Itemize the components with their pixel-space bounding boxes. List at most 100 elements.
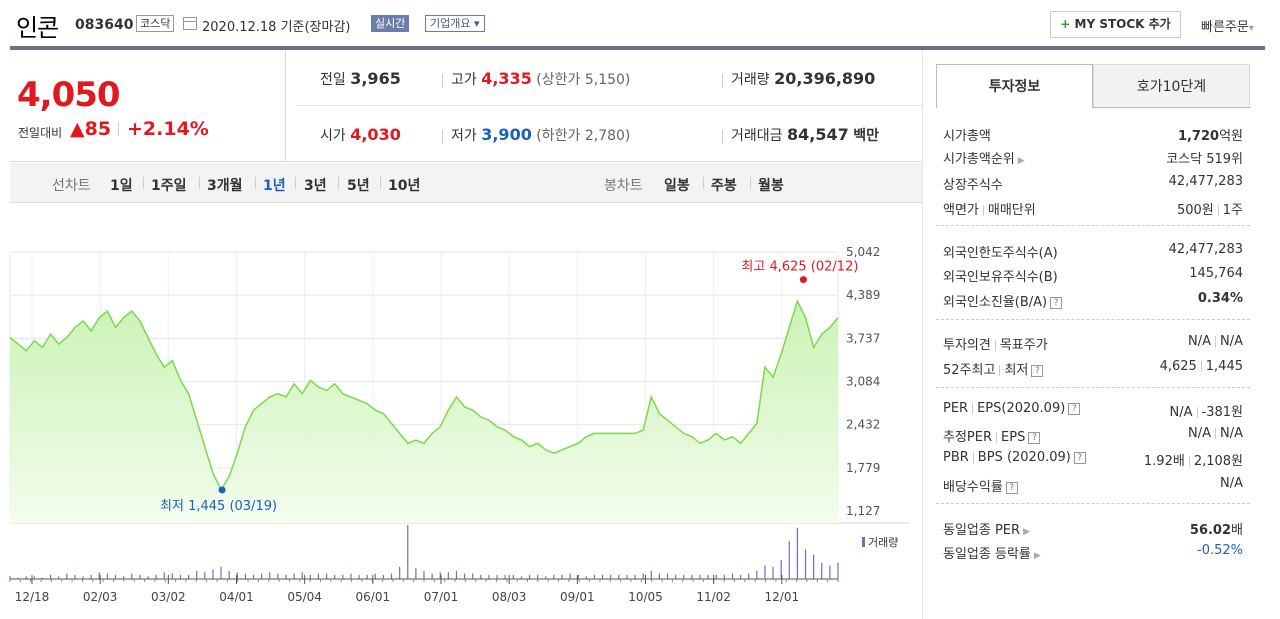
bps-number: 2,108원	[1193, 454, 1243, 469]
volume-bar	[504, 574, 506, 579]
price-row-1: 전일 3,965 고가 4,335 (상한가 5,150) 거래량 20,396…	[296, 50, 922, 106]
volume-legend: 거래량	[868, 536, 898, 549]
sector-change-value: -0.52%	[1197, 543, 1243, 558]
volume-bar	[9, 576, 11, 579]
quick-order-button[interactable]: 빠른주문▾	[1201, 16, 1254, 35]
volume-bar	[748, 573, 750, 579]
price-box: 4,050 전일대비 ▲85 +2.14% 전일 3,965 고가 4,335 …	[10, 50, 922, 162]
volume-bar	[480, 574, 482, 579]
opinion-value-1: N/A	[1188, 334, 1211, 349]
help-icon[interactable]: ?	[1028, 431, 1041, 444]
volume-bar	[350, 573, 352, 579]
volume-bar	[496, 574, 498, 579]
volume-bar	[106, 573, 109, 579]
volume-bar	[33, 576, 35, 579]
help-icon[interactable]: ?	[1050, 296, 1063, 309]
volume-bar	[131, 573, 133, 579]
par-label: 액면가	[943, 203, 979, 218]
market-cap-rank-row[interactable]: 시가총액순위 ▶ 코스닥 519위	[943, 148, 1243, 170]
sector-per-row[interactable]: 동일업종 PER ▶ 56.02배	[943, 519, 1243, 541]
help-icon[interactable]: ?	[1005, 481, 1018, 494]
dividend-value: N/A	[1220, 476, 1243, 491]
period-3m[interactable]: 3개월	[207, 178, 243, 194]
volume-bar	[17, 577, 19, 579]
investment-panel: 투자정보 호가10단계 시가총액 1,720억원 시가총액순위 ▶ 코스닥 519…	[936, 64, 1250, 619]
tab-quote-10[interactable]: 호가10단계	[1093, 64, 1250, 108]
sector-per-number: 56.02	[1189, 523, 1232, 538]
divider	[972, 452, 974, 463]
volume-bar	[447, 572, 449, 579]
help-icon[interactable]: ?	[1068, 402, 1081, 415]
volume-bar	[58, 576, 60, 579]
volume-bar	[585, 576, 587, 579]
divider	[999, 365, 1001, 376]
period-10y[interactable]: 10년	[388, 178, 421, 194]
mystock-add-button[interactable]: + MY STOCK 추가	[1050, 11, 1181, 38]
volume-bar	[220, 566, 222, 579]
sector-change-text: 동일업종 등락률	[943, 547, 1031, 562]
volume-bar	[610, 574, 612, 579]
help-icon[interactable]: ?	[1031, 364, 1044, 377]
period-3y[interactable]: 3년	[304, 178, 327, 194]
high-label: 최고 4,625 (02/12)	[741, 260, 858, 275]
volume-bar	[415, 568, 417, 579]
volume-bar	[829, 565, 831, 579]
period-bar: 선차트 1일 1주일 3개월 1년 3년 5년 10년 봉차트 일봉 주봉 월봉	[10, 163, 922, 203]
volume-bar	[382, 574, 385, 579]
chevron-right-icon: ▶	[1023, 527, 1030, 537]
divider	[936, 387, 1250, 388]
x-tick-label: 12/01	[765, 590, 800, 604]
volume-bar	[439, 572, 441, 579]
tab-investment[interactable]: 투자정보	[936, 64, 1093, 108]
stock-code: 083640	[75, 17, 134, 33]
y-axis-ticks: 5,042 4,389 3,737 3,084 2,432 1,779 1,127	[846, 245, 880, 518]
divider	[972, 403, 974, 414]
divider	[1200, 361, 1202, 372]
mystock-label: MY STOCK 추가	[1074, 17, 1171, 31]
week52-high-text: 52주최고	[943, 363, 996, 378]
realtime-button[interactable]: 실시간	[371, 15, 410, 32]
rank-label-text: 시가총액순위	[943, 152, 1015, 167]
price-chart: 5,042 4,389 3,737 3,084 2,432 1,779 1,127 12/1…	[9, 245, 910, 604]
volume-bar	[139, 574, 141, 579]
volume-bar	[804, 549, 807, 579]
quick-order-label: 빠른주문	[1201, 20, 1249, 35]
volume-bar	[147, 576, 149, 579]
candle-monthly[interactable]: 월봉	[758, 178, 784, 194]
sector-per-text: 동일업종 PER	[943, 523, 1021, 538]
volume-bar	[764, 565, 766, 579]
chevron-down-icon: ▾	[1248, 23, 1254, 34]
volume-bar	[455, 570, 458, 579]
candle-weekly[interactable]: 주봉	[711, 178, 737, 194]
volume-label: 거래량	[731, 72, 770, 88]
volume-bar	[269, 572, 271, 579]
market-cap-value: 1,720억원	[1178, 125, 1243, 144]
volume-bar	[488, 574, 490, 579]
foreign-ratio-value: 0.34%	[1198, 291, 1243, 306]
divider	[1093, 107, 1250, 108]
plus-icon: +	[1060, 17, 1071, 31]
volume-bar	[683, 574, 685, 579]
volume-bar	[561, 574, 563, 579]
week52-label: 52주최고 최저?	[943, 359, 1044, 378]
volume-bar	[74, 574, 76, 579]
sector-per-unit: 배	[1231, 523, 1243, 538]
period-1y[interactable]: 1년	[263, 178, 286, 194]
panel-divider	[922, 50, 923, 619]
period-1d[interactable]: 1일	[110, 178, 133, 194]
foreign-ratio-number: 0.34%	[1197, 291, 1243, 306]
volume-bar	[163, 572, 165, 579]
company-info-button[interactable]: 기업개요 ▾	[425, 15, 485, 32]
company-info-label: 기업개요	[430, 17, 471, 30]
help-icon[interactable]: ?	[1073, 451, 1086, 464]
sector-change-row[interactable]: 동일업종 등락률 ▶ -0.52%	[943, 543, 1243, 565]
volume-value: 20,396,890	[774, 69, 876, 88]
x-tick-label: 11/02	[696, 590, 731, 604]
week52-low-text: 최저	[1004, 363, 1029, 378]
period-5y[interactable]: 5년	[347, 178, 370, 194]
volume-bar	[545, 576, 547, 579]
volume-bar	[699, 574, 701, 579]
period-1w[interactable]: 1주일	[151, 178, 187, 194]
candle-daily[interactable]: 일봉	[664, 178, 690, 194]
volume-bar	[821, 562, 823, 579]
